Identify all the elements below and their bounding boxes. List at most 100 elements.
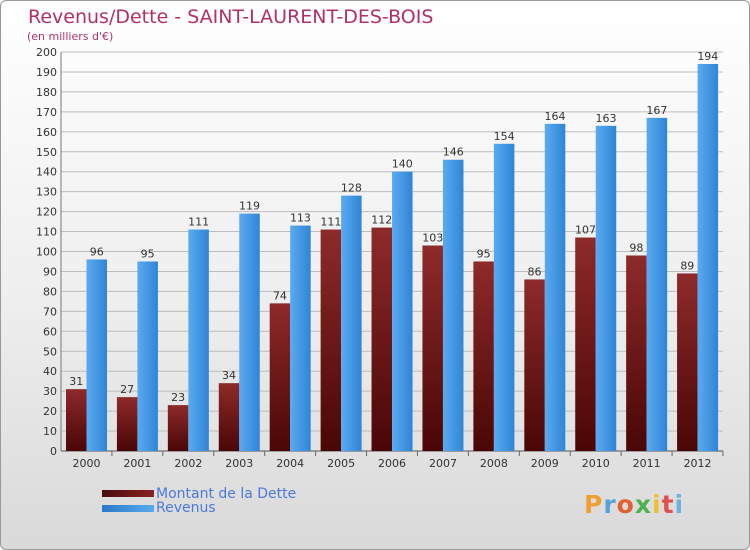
y-tick-label: 170 — [36, 106, 57, 119]
y-tick-label: 80 — [43, 285, 57, 298]
bar — [86, 259, 107, 451]
bar — [116, 397, 138, 451]
proxiti-logo: Proxiti — [584, 490, 684, 519]
y-tick-label: 30 — [43, 385, 57, 398]
legend-swatch-dette — [102, 490, 154, 497]
data-label: 111 — [320, 216, 341, 229]
bar — [188, 229, 209, 451]
data-label: 27 — [120, 383, 134, 396]
bar — [167, 405, 189, 451]
y-tick-label: 130 — [36, 186, 57, 199]
y-tick-label: 110 — [36, 226, 57, 239]
data-label: 194 — [697, 50, 718, 63]
y-tick-label: 10 — [43, 425, 57, 438]
data-label: 96 — [90, 245, 104, 258]
y-tick-label: 70 — [43, 305, 57, 318]
x-tick-label: 2011 — [633, 457, 661, 470]
data-label: 107 — [575, 224, 596, 237]
data-label: 74 — [273, 289, 287, 302]
data-label: 111 — [188, 216, 209, 229]
x-tick-label: 2006 — [378, 457, 406, 470]
data-label: 89 — [680, 259, 694, 272]
y-tick-label: 200 — [36, 46, 57, 59]
legend-swatch-revenus — [102, 505, 154, 512]
legend-label-dette: Montant de la Dette — [156, 486, 297, 502]
data-label: 86 — [528, 265, 542, 278]
bar — [595, 125, 617, 451]
data-label: 119 — [239, 200, 260, 213]
bar — [473, 261, 494, 451]
bar — [524, 279, 545, 451]
x-tick-label: 2004 — [276, 457, 304, 470]
chart-subtitle: (en milliers d'€) — [27, 30, 114, 43]
data-label: 23 — [171, 391, 185, 404]
bar — [677, 273, 698, 451]
y-tick-label: 60 — [43, 325, 57, 338]
x-tick-label: 2008 — [480, 457, 508, 470]
bar — [493, 143, 515, 451]
x-tick-label: 2012 — [684, 457, 712, 470]
data-label: 146 — [443, 146, 464, 159]
data-label: 163 — [595, 112, 616, 125]
x-tick-label: 2009 — [531, 457, 559, 470]
x-tick-label: 2002 — [174, 457, 202, 470]
bar — [544, 123, 566, 451]
data-label: 167 — [646, 104, 667, 117]
logo-letter: i — [674, 490, 685, 519]
data-label: 113 — [290, 212, 311, 225]
bar — [218, 383, 240, 451]
y-tick-label: 50 — [43, 345, 57, 358]
bar — [320, 229, 342, 451]
logo-letter: P — [584, 490, 604, 519]
bar — [341, 195, 362, 451]
y-axis-ticks: 0 10 20 30 40 50 60 70 80 90 100 110 120 130 140 150 160… — [36, 46, 57, 458]
logo-letter: o — [616, 490, 635, 519]
data-label: 98 — [629, 241, 643, 254]
bar — [575, 237, 596, 451]
data-label: 112 — [371, 214, 392, 227]
chart-title: Revenus/Dette - SAINT-LAURENT-DES-BOIS — [28, 6, 434, 28]
y-tick-label: 90 — [43, 265, 57, 278]
bar — [646, 117, 668, 452]
logo-letter: r — [603, 490, 617, 519]
data-labels: 31 96 27 95 23 111 34 119 74 113 111 128 112 140 103 14… — [69, 50, 718, 404]
x-tick-label: 2007 — [429, 457, 457, 470]
data-label: 164 — [545, 110, 566, 123]
data-label: 95 — [141, 247, 155, 260]
y-tick-label: 120 — [36, 206, 57, 219]
data-label: 140 — [392, 158, 413, 171]
x-tick-label: 2005 — [327, 457, 355, 470]
x-tick-label: 2003 — [225, 457, 253, 470]
legend-label-revenus: Revenus — [156, 500, 216, 516]
bars — [66, 63, 719, 452]
bar — [697, 63, 719, 451]
data-label: 95 — [477, 247, 491, 260]
bar — [422, 245, 443, 451]
data-label: 34 — [222, 369, 236, 382]
y-tick-label: 180 — [36, 86, 57, 99]
x-tick-label: 2010 — [582, 457, 610, 470]
y-tick-label: 20 — [43, 405, 57, 418]
data-label: 128 — [341, 182, 362, 195]
data-label: 103 — [422, 232, 443, 245]
y-tick-label: 140 — [36, 166, 57, 179]
x-tick-label: 2000 — [73, 457, 101, 470]
bar — [269, 303, 291, 451]
bar — [392, 171, 413, 451]
bar — [626, 255, 647, 451]
data-label: 31 — [69, 375, 83, 388]
y-tick-label: 0 — [50, 445, 57, 458]
bar — [66, 389, 87, 451]
data-label: 154 — [494, 130, 515, 143]
y-tick-label: 100 — [36, 246, 57, 259]
logo-letter: t — [661, 490, 675, 519]
y-tick-label: 190 — [36, 66, 57, 79]
y-tick-label: 150 — [36, 146, 57, 159]
logo-letter: i — [652, 490, 662, 519]
y-tick-label: 40 — [43, 365, 57, 378]
bar — [371, 227, 393, 451]
bar — [442, 159, 464, 452]
bar — [239, 213, 260, 451]
